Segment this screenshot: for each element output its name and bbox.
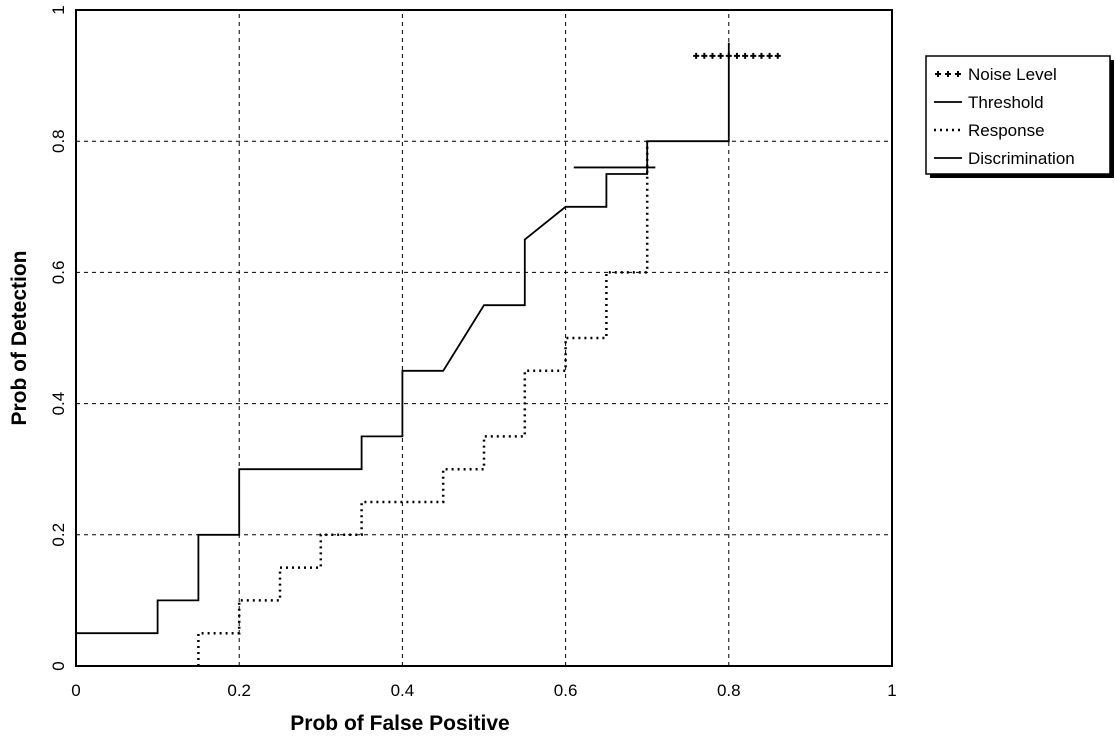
- legend-swatch-noise-level-0: [935, 71, 941, 77]
- legend: Noise Level Threshold Response Discriminati…: [925, 55, 1114, 178]
- y-tick-label-5: 1: [49, 5, 68, 14]
- x-tick-label-2: 0.4: [391, 681, 415, 700]
- noise-level-marker-1: [701, 52, 708, 59]
- legend-swatch-noise-level-2: [955, 71, 961, 77]
- x-tick-label-1: 0.2: [227, 681, 251, 700]
- x-tick-label-0: 0: [71, 681, 80, 700]
- legend-box: [925, 55, 1111, 175]
- legend-label-threshold: Threshold: [968, 93, 1044, 112]
- legend-label-response: Response: [968, 121, 1045, 140]
- y-axis-title: Prob of Detection: [8, 250, 31, 425]
- gridlines: [76, 10, 892, 666]
- y-tick-label-1: 0.2: [49, 523, 68, 547]
- tick-labels: 0 0.2 0.4 0.6 0.8 1 0 0.2 0.4 0.6 0.8 1: [49, 5, 897, 700]
- noise-level-marker-3: [717, 52, 724, 59]
- plot-area: [75, 9, 893, 667]
- y-tick-label-3: 0.6: [49, 261, 68, 285]
- noise-level-marker-8: [758, 52, 765, 59]
- noise-level-marker-7: [750, 52, 757, 59]
- noise-level-marker-6: [742, 52, 749, 59]
- noise-level-marker-5: [733, 52, 740, 59]
- series-layer: [76, 42, 781, 666]
- legend-label-noise-level: Noise Level: [968, 65, 1057, 84]
- y-tick-label-2: 0.4: [49, 392, 68, 416]
- noise-level-marker-10: [774, 52, 781, 59]
- x-axis-title: Prob of False Positive: [290, 712, 509, 735]
- x-tick-label-5: 1: [887, 681, 896, 700]
- noise-level-marker-2: [709, 52, 716, 59]
- x-tick-label-4: 0.8: [717, 681, 741, 700]
- noise-level-marker-0: [693, 52, 700, 59]
- legend-swatch-noise-level-1: [945, 71, 951, 77]
- response-line: [197, 141, 649, 666]
- y-tick-label-4: 0.8: [49, 129, 68, 153]
- y-tick-label-0: 0: [49, 661, 68, 670]
- noise-level-marker-9: [766, 52, 773, 59]
- legend-label-discrimination: Discrimination: [968, 149, 1075, 168]
- x-tick-label-3: 0.6: [554, 681, 578, 700]
- discrimination-line: [76, 42, 730, 635]
